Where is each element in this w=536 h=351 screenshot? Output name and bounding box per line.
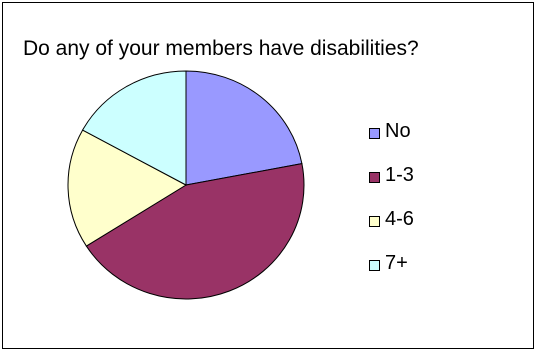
legend-swatch-1-3	[369, 172, 380, 183]
legend-label-1-3: 1-3	[385, 164, 414, 186]
legend-swatch-4-6	[369, 216, 380, 227]
legend-label-no: No	[385, 120, 411, 142]
pie-slice-no	[185, 70, 303, 186]
pie-slice-1-3	[85, 163, 305, 300]
legend-label-4-6: 4-6	[385, 208, 414, 230]
legend-swatch-7plus	[369, 260, 380, 271]
legend-swatch-no	[369, 128, 380, 139]
pie-slice-7plus	[81, 70, 187, 186]
chart-title: Do any of your members have disabilities…	[23, 37, 419, 60]
legend-label-7plus: 7+	[385, 252, 408, 274]
pie-slice-4-6	[67, 129, 188, 247]
